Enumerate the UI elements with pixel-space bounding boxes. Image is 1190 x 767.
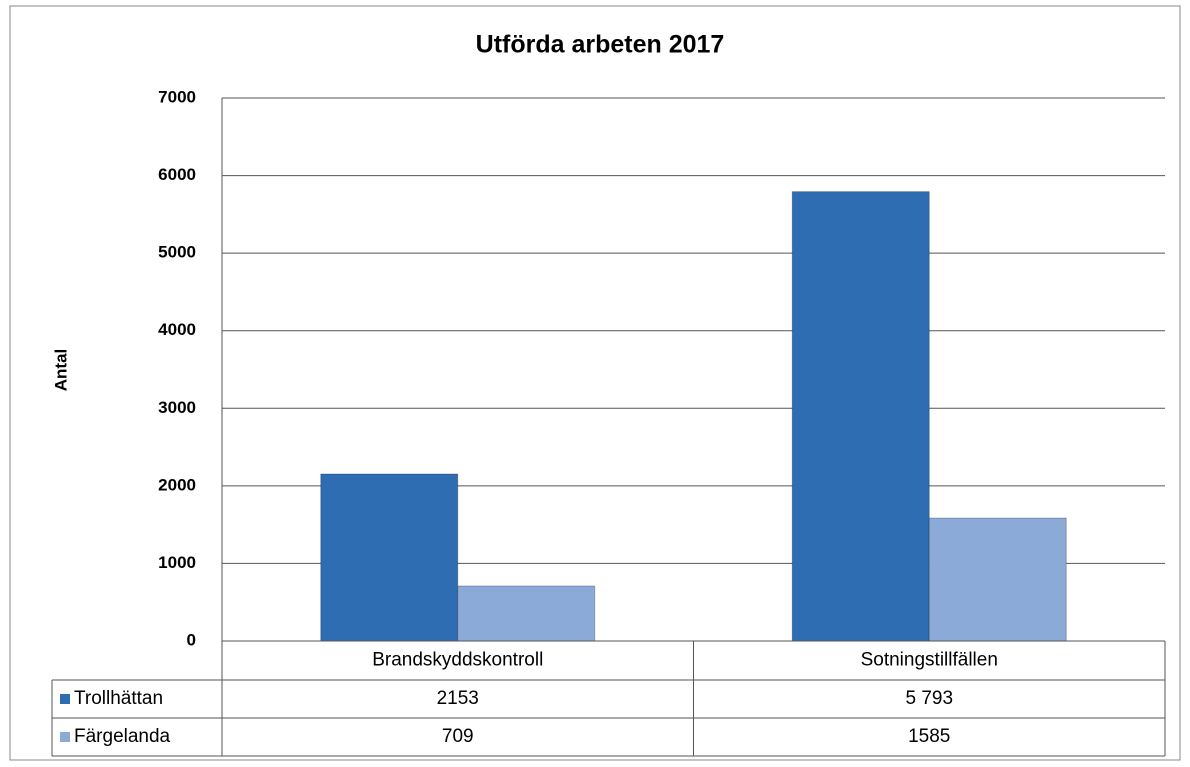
y-tick-label: 5000 xyxy=(158,243,196,262)
y-tick-label: 3000 xyxy=(158,398,196,417)
legend-marker xyxy=(60,732,70,742)
legend-marker xyxy=(60,694,70,704)
legend-label: Färgelanda xyxy=(74,726,171,747)
legend-label: Trollhättan xyxy=(74,688,163,709)
x-tick-label: Sotningstillfällen xyxy=(861,650,998,671)
y-tick-label: 7000 xyxy=(158,87,196,106)
chart-frame xyxy=(9,5,1181,761)
y-axis-label: Antal xyxy=(51,349,70,392)
table-value: 5 793 xyxy=(905,688,953,709)
y-tick-label: 2000 xyxy=(158,475,196,494)
x-tick-label: Brandskyddskontroll xyxy=(372,650,543,671)
table-value: 709 xyxy=(442,726,474,747)
chart-title: Utförda arbeten 2017 xyxy=(476,31,725,59)
table-value: 2153 xyxy=(437,688,479,709)
table-value: 1585 xyxy=(908,726,950,747)
y-tick-label: 0 xyxy=(187,630,196,649)
y-tick-label: 6000 xyxy=(158,165,196,184)
y-tick-label: 1000 xyxy=(158,553,196,572)
bar xyxy=(928,517,1067,642)
bar xyxy=(791,191,930,642)
bar xyxy=(457,585,596,642)
y-tick-label: 4000 xyxy=(158,320,196,339)
bar xyxy=(320,473,459,642)
